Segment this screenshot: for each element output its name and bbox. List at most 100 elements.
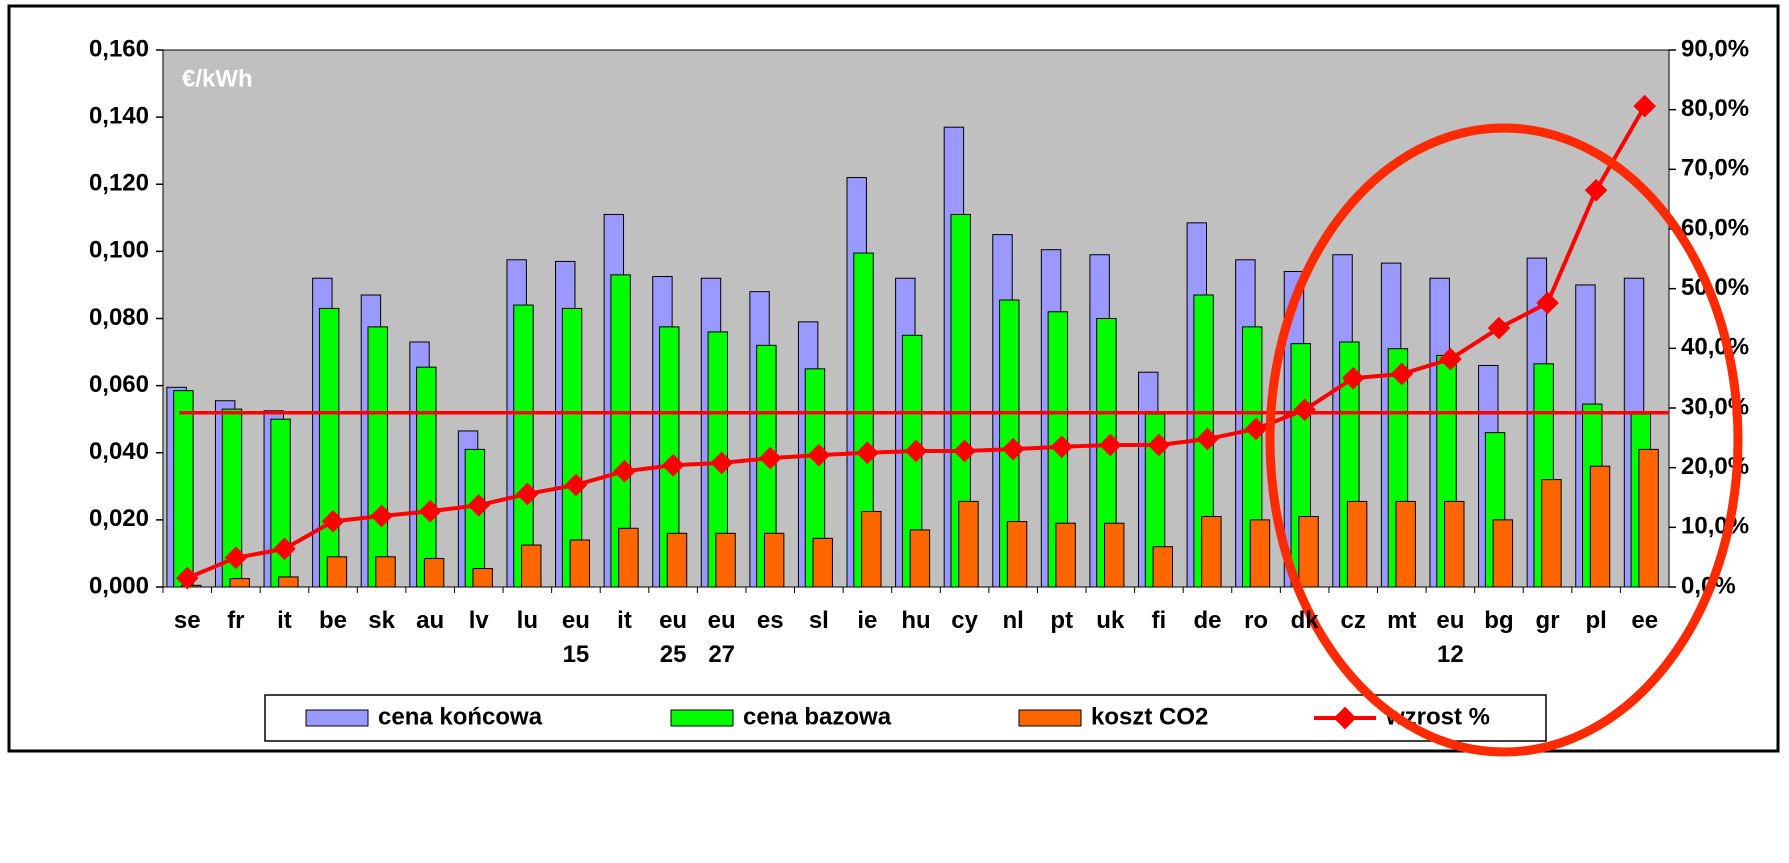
x-tick-label: ie bbox=[857, 607, 878, 634]
bar bbox=[270, 418, 291, 588]
bar bbox=[464, 448, 486, 588]
x-tick-label: sl bbox=[808, 607, 829, 634]
bar bbox=[1055, 522, 1076, 588]
x-tick-label: ro bbox=[1244, 607, 1269, 634]
bar bbox=[1249, 519, 1271, 588]
x-tick-label: it bbox=[277, 607, 292, 634]
bar bbox=[1395, 500, 1416, 588]
bar bbox=[1103, 522, 1125, 588]
x-tick-label: ee bbox=[1631, 607, 1659, 634]
x-tick-label: cz bbox=[1340, 607, 1366, 634]
x-tick-label: nl bbox=[1002, 607, 1024, 634]
y-tick-label: 0,060 bbox=[89, 371, 149, 398]
bar bbox=[1541, 479, 1562, 588]
x-tick-label: de bbox=[1193, 607, 1222, 634]
x-tick-label: bg bbox=[1484, 607, 1514, 634]
x-tick-label: be bbox=[319, 607, 348, 634]
bar bbox=[812, 537, 833, 588]
bar bbox=[423, 557, 445, 588]
marker bbox=[1536, 291, 1559, 315]
marker bbox=[273, 537, 296, 561]
marker bbox=[1147, 433, 1171, 457]
marker bbox=[1196, 427, 1219, 451]
y2-tick-label: 10,0% bbox=[1681, 513, 1749, 540]
legend-label: koszt CO2 bbox=[1091, 703, 1208, 730]
bar bbox=[472, 568, 493, 588]
bar bbox=[326, 556, 348, 588]
bar bbox=[1006, 521, 1028, 588]
x-tick-label: pt bbox=[1050, 607, 1074, 634]
bar bbox=[1298, 516, 1319, 588]
bar bbox=[763, 532, 785, 588]
marker bbox=[807, 443, 831, 467]
marks: 0,000 0,020 0,040 0,060 0,080 0,100 0,120 0,140… bbox=[89, 35, 1749, 730]
y2-tick-label: 60,0% bbox=[1681, 214, 1749, 241]
x-tick-label: eu 15 bbox=[561, 607, 590, 668]
marker bbox=[1050, 435, 1074, 459]
bar bbox=[416, 366, 437, 588]
marker bbox=[904, 439, 928, 463]
bar bbox=[375, 556, 396, 588]
marker bbox=[467, 493, 491, 517]
marker bbox=[613, 459, 636, 483]
bar bbox=[521, 544, 542, 588]
legend-label: cena końcowa bbox=[378, 703, 543, 730]
x-tick-label: eu 12 bbox=[1436, 607, 1465, 668]
bar bbox=[229, 578, 250, 588]
x-tick-label: pl bbox=[1585, 607, 1607, 634]
x-tick-label: dk bbox=[1290, 607, 1319, 634]
x-tick-label: mt bbox=[1387, 607, 1417, 634]
y-tick-label: 0,120 bbox=[89, 170, 149, 197]
y-tick-label: 0,080 bbox=[89, 304, 149, 331]
bar bbox=[909, 529, 931, 588]
bar bbox=[318, 307, 340, 588]
x-tick-label: cy bbox=[951, 607, 978, 634]
marker bbox=[1001, 437, 1025, 461]
marker bbox=[1633, 94, 1657, 118]
unit-label: €/kWh bbox=[182, 65, 253, 92]
legend-marker bbox=[1333, 706, 1357, 730]
x-tick-label: sk bbox=[368, 607, 395, 634]
bar bbox=[618, 527, 639, 588]
bar bbox=[1152, 546, 1174, 588]
marker bbox=[1390, 362, 1414, 386]
marker bbox=[418, 499, 442, 523]
bar bbox=[715, 532, 736, 588]
y-tick-label: 0,160 bbox=[89, 35, 149, 62]
legend-label: cena bazowa bbox=[743, 703, 892, 730]
x-tick-label: lu bbox=[516, 607, 538, 634]
x-tick-label: fi bbox=[1151, 607, 1167, 634]
bar bbox=[958, 500, 979, 588]
x-tick-label: es bbox=[756, 607, 784, 634]
x-tick-label: uk bbox=[1096, 607, 1125, 634]
x-tick-label: it bbox=[617, 607, 632, 634]
x-tick-label: se bbox=[173, 607, 201, 634]
x-tick-label: eu 27 bbox=[707, 607, 736, 668]
legend-swatch bbox=[1018, 709, 1082, 727]
marker bbox=[564, 473, 588, 497]
y2-tick-label: 90,0% bbox=[1681, 35, 1749, 62]
y-tick-label: 0,040 bbox=[89, 438, 149, 465]
x-tick-label: gr bbox=[1535, 607, 1560, 634]
x-tick-label: fr bbox=[227, 607, 245, 634]
y-tick-label: 0,100 bbox=[89, 237, 149, 264]
marker bbox=[710, 451, 733, 475]
marker bbox=[758, 446, 782, 470]
marker bbox=[661, 453, 685, 477]
bar bbox=[1589, 465, 1611, 588]
bar bbox=[1492, 519, 1514, 588]
x-tick-label: au bbox=[416, 607, 445, 634]
legend-swatch bbox=[305, 709, 369, 727]
y-tick-label: 0,140 bbox=[89, 102, 149, 129]
bar bbox=[1444, 500, 1465, 588]
y-tick-label: 0,020 bbox=[89, 505, 149, 532]
marker bbox=[1293, 398, 1316, 422]
bar bbox=[1201, 516, 1222, 588]
marker bbox=[1341, 366, 1365, 390]
bar bbox=[173, 390, 194, 588]
x-tick-label: eu 25 bbox=[659, 607, 688, 668]
bar bbox=[666, 532, 688, 588]
marker bbox=[953, 439, 976, 463]
